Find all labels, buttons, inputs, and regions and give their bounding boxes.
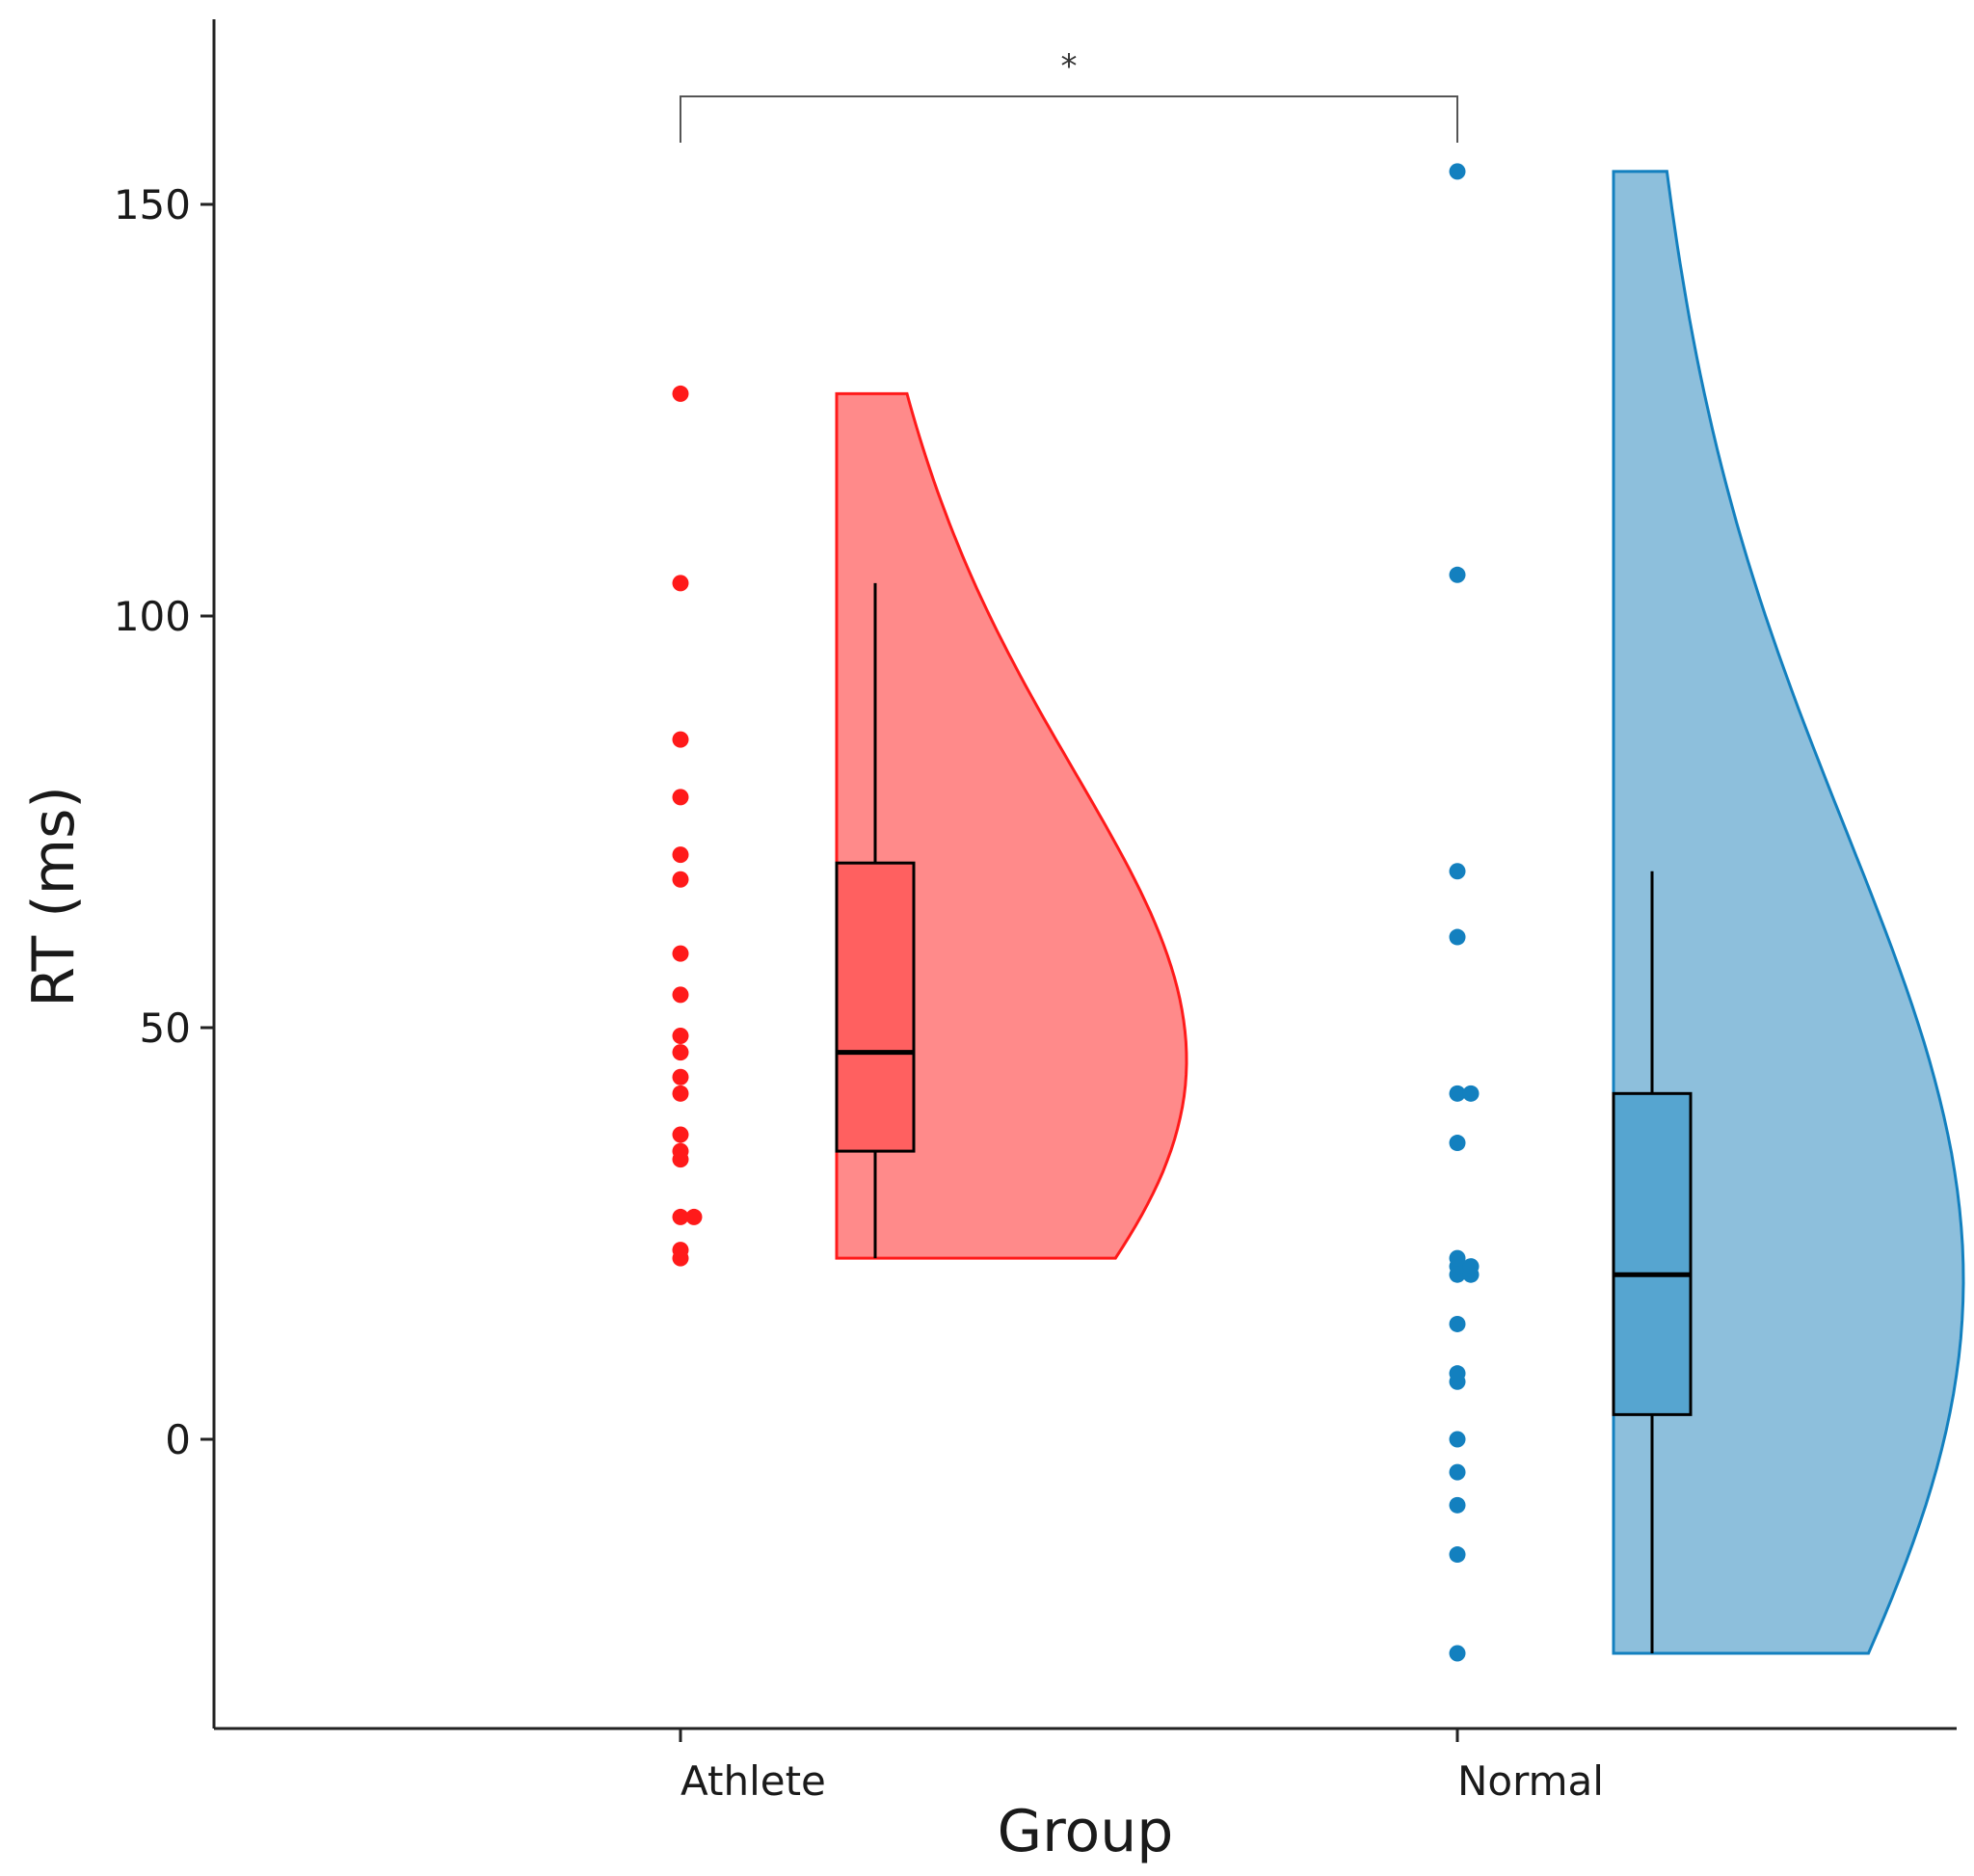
data-point — [672, 1068, 689, 1085]
data-point — [1449, 1135, 1466, 1152]
data-point — [1462, 1258, 1480, 1275]
y-tick-label: 0 — [165, 1416, 191, 1463]
x-tick-label: Normal — [1457, 1757, 1604, 1805]
y-ticks: 0 50 100 150 — [114, 181, 214, 1463]
data-point — [672, 1044, 689, 1061]
data-point — [1449, 928, 1466, 946]
data-point — [1449, 1463, 1466, 1481]
data-point — [1449, 1315, 1466, 1332]
data-point — [672, 986, 689, 1004]
significance-bracket-line — [680, 95, 1458, 143]
x-axis-title: Group — [998, 1798, 1174, 1865]
significance-bracket: * — [680, 47, 1458, 143]
box-athlete — [835, 861, 916, 1153]
data-point — [672, 1142, 689, 1160]
data-point — [672, 1085, 689, 1102]
data-point — [1449, 1365, 1466, 1382]
data-point — [672, 1028, 689, 1045]
data-point — [1462, 1085, 1480, 1102]
violin-layer — [835, 170, 1965, 1655]
points-layer — [672, 163, 1480, 1662]
data-point — [685, 1208, 703, 1225]
data-point — [1449, 1249, 1466, 1267]
data-point — [672, 385, 689, 402]
data-point — [672, 1126, 689, 1143]
violin-athlete — [835, 391, 1188, 1260]
y-axis-title: RT (ms) — [20, 786, 88, 1007]
axes-layer — [212, 19, 1957, 1730]
data-point — [672, 1242, 689, 1259]
data-point — [1449, 566, 1466, 583]
data-point — [672, 871, 689, 888]
data-point — [672, 575, 689, 592]
data-point — [1449, 1431, 1466, 1448]
data-point — [1449, 1645, 1466, 1662]
data-point — [672, 846, 689, 864]
data-point — [672, 731, 689, 748]
significance-label: * — [1061, 47, 1078, 86]
x-tick-label: Athlete — [680, 1757, 826, 1805]
box-normal — [1612, 1091, 1693, 1416]
box-layer — [835, 582, 1693, 1654]
data-point — [1449, 163, 1466, 180]
y-tick-label: 100 — [114, 593, 191, 640]
data-point — [672, 945, 689, 962]
data-point — [1449, 1546, 1466, 1564]
data-point — [672, 789, 689, 806]
data-point — [672, 1208, 689, 1225]
y-tick-label: 50 — [140, 1005, 191, 1052]
data-point — [1449, 863, 1466, 880]
y-tick-label: 150 — [114, 181, 191, 228]
data-point — [1449, 1085, 1466, 1102]
data-point — [1449, 1496, 1466, 1514]
x-ticks: Athlete Normal — [679, 1729, 1604, 1805]
violin-normal — [1612, 170, 1965, 1655]
